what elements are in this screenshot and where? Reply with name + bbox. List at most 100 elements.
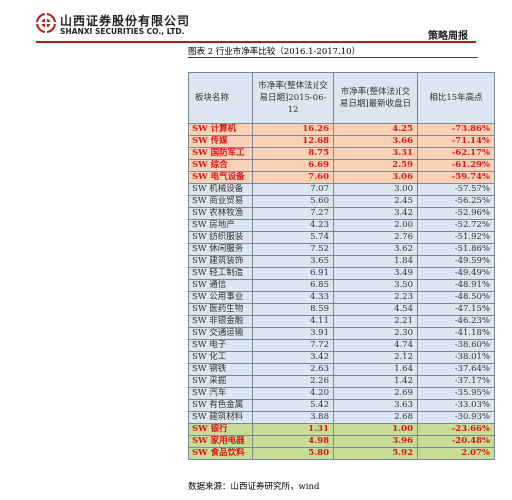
pb-2015-cell: 3.65 [252, 255, 334, 268]
change-cell: -30.93% [417, 411, 495, 424]
table-header-row: 板块名称 市净率(整体法)[交易日期]2015-06-12 市净率(整体法)[交… [188, 72, 495, 124]
pb-2015-cell: 5.74 [252, 231, 334, 244]
table-row: SW 食品饮料 5.80 5.92 2.07% [188, 447, 495, 460]
table-row: SW 房地产 4.23 2.00 -52.72% [188, 219, 495, 232]
table-row: SW 有色金属 5.42 3.63 -33.03% [188, 399, 495, 412]
pb-2015-cell: 5.60 [252, 195, 334, 208]
pb-latest-cell: 2.12 [333, 351, 418, 364]
table-row: SW 采掘 2.26 1.42 -37.17% [188, 375, 495, 388]
pb-2015-cell: 4.98 [252, 435, 334, 448]
pb-latest-cell: 3.31 [333, 147, 418, 160]
pb-2015-cell: 7.52 [252, 243, 334, 256]
change-cell: -33.03% [417, 399, 495, 412]
pb-2015-cell: 4.20 [252, 387, 334, 400]
pb-2015-cell: 6.91 [252, 267, 334, 280]
table-row: SW 国防军工 8.75 3.31 -62.17% [188, 147, 495, 160]
table-row: SW 医药生物 8.59 4.54 -47.15% [188, 303, 495, 316]
change-cell: -71.14% [417, 135, 495, 148]
sector-name-cell: SW 钢铁 [188, 363, 253, 376]
change-cell: -20.48% [417, 435, 495, 448]
sector-name-cell: SW 建筑装饰 [188, 255, 253, 268]
pb-latest-cell: 2.30 [333, 327, 418, 340]
sector-name-cell: SW 电气设备 [188, 171, 253, 184]
pb-latest-cell: 3.63 [333, 399, 418, 412]
sector-name-cell: SW 银行 [188, 423, 253, 436]
pb-latest-cell: 2.21 [333, 315, 418, 328]
sector-name-cell: SW 计算机 [188, 123, 253, 136]
sector-name-cell: SW 机械设备 [188, 183, 253, 196]
report-header: 山西证券股份有限公司 SHANXI SECURITIES CO., LTD. 策… [0, 0, 512, 44]
sector-name-cell: SW 医药生物 [188, 303, 253, 316]
change-cell: 2.07% [417, 447, 495, 460]
change-cell: -51.92% [417, 231, 495, 244]
company-name-en: SHANXI SECURITIES CO., LTD. [60, 27, 185, 36]
pb-2015-cell: 7.72 [252, 339, 334, 352]
column-header-pb-latest: 市净率(整体法)[交易日期]最新收盘日 [333, 72, 418, 124]
pb-2015-cell: 5.42 [252, 399, 334, 412]
pb-2015-cell: 4.11 [252, 315, 334, 328]
pb-2015-cell: 2.63 [252, 363, 334, 376]
pb-latest-cell: 4.54 [333, 303, 418, 316]
pb-latest-cell: 4.25 [333, 123, 418, 136]
company-logo-icon [36, 13, 56, 33]
change-cell: -51.86% [417, 243, 495, 256]
pb-comparison-table: 板块名称 市净率(整体法)[交易日期]2015-06-12 市净率(整体法)[交… [188, 72, 495, 460]
sector-name-cell: SW 商业贸易 [188, 195, 253, 208]
pb-latest-cell: 3.49 [333, 267, 418, 280]
pb-latest-cell: 1.64 [333, 363, 418, 376]
pb-2015-cell: 8.59 [252, 303, 334, 316]
table-row: SW 纺织服装 5.74 2.76 -51.92% [188, 231, 495, 244]
pb-latest-cell: 4.74 [333, 339, 418, 352]
table-row: SW 电子 7.72 4.74 -38.60% [188, 339, 495, 352]
pb-latest-cell: 3.42 [333, 207, 418, 220]
change-cell: -37.64% [417, 363, 495, 376]
table-row: SW 家用电器 4.98 3.96 -20.48% [188, 435, 495, 448]
table-row: SW 通信 6.85 3.50 -48.91% [188, 279, 495, 292]
header-divider [36, 41, 476, 43]
table-row: SW 银行 1.31 1.00 -23.66% [188, 423, 495, 436]
sector-name-cell: SW 综合 [188, 159, 253, 172]
table-row: SW 钢铁 2.63 1.64 -37.64% [188, 363, 495, 376]
pb-2015-cell: 6.85 [252, 279, 334, 292]
table-row: SW 电气设备 7.60 3.06 -59.74% [188, 171, 495, 184]
pb-latest-cell: 2.68 [333, 411, 418, 424]
pb-2015-cell: 7.60 [252, 171, 334, 184]
change-cell: -41.18% [417, 327, 495, 340]
table-row: SW 化工 3.42 2.12 -38.01% [188, 351, 495, 364]
change-cell: -73.86% [417, 123, 495, 136]
sector-name-cell: SW 非银金融 [188, 315, 253, 328]
pb-2015-cell: 4.23 [252, 219, 334, 232]
report-type: 策略周报 [428, 31, 468, 42]
table-row: SW 交通运输 3.91 2.30 -41.18% [188, 327, 495, 340]
pb-2015-cell: 12.68 [252, 135, 334, 148]
change-cell: -52.96% [417, 207, 495, 220]
change-cell: -57.57% [417, 183, 495, 196]
pb-latest-cell: 3.00 [333, 183, 418, 196]
pb-latest-cell: 2.00 [333, 219, 418, 232]
figure-caption: 图表 2 行业市净率比较（2016.1-2017.10） [188, 47, 361, 57]
sector-name-cell: SW 交通运输 [188, 327, 253, 340]
pb-2015-cell: 5.80 [252, 447, 334, 460]
table-row: SW 休闲服务 7.52 3.62 -51.86% [188, 243, 495, 256]
pb-2015-cell: 7.07 [252, 183, 334, 196]
change-cell: -48.50% [417, 291, 495, 304]
pb-2015-cell: 3.42 [252, 351, 334, 364]
change-cell: -49.59% [417, 255, 495, 268]
table-row: SW 建筑装饰 3.65 1.84 -49.59% [188, 255, 495, 268]
sector-name-cell: SW 采掘 [188, 375, 253, 388]
pb-latest-cell: 3.96 [333, 435, 418, 448]
change-cell: -59.74% [417, 171, 495, 184]
column-header-sector: 板块名称 [188, 72, 253, 124]
change-cell: -56.25% [417, 195, 495, 208]
sector-name-cell: SW 汽车 [188, 387, 253, 400]
pb-latest-cell: 3.62 [333, 243, 418, 256]
change-cell: -23.66% [417, 423, 495, 436]
caption-divider [188, 57, 478, 58]
sector-name-cell: SW 房地产 [188, 219, 253, 232]
table-row: SW 商业贸易 5.60 2.45 -56.25% [188, 195, 495, 208]
sector-name-cell: SW 农林牧渔 [188, 207, 253, 220]
sector-name-cell: SW 公用事业 [188, 291, 253, 304]
sector-name-cell: SW 传媒 [188, 135, 253, 148]
pb-latest-cell: 3.06 [333, 171, 418, 184]
table-row: SW 建筑材料 3.88 2.68 -30.93% [188, 411, 495, 424]
